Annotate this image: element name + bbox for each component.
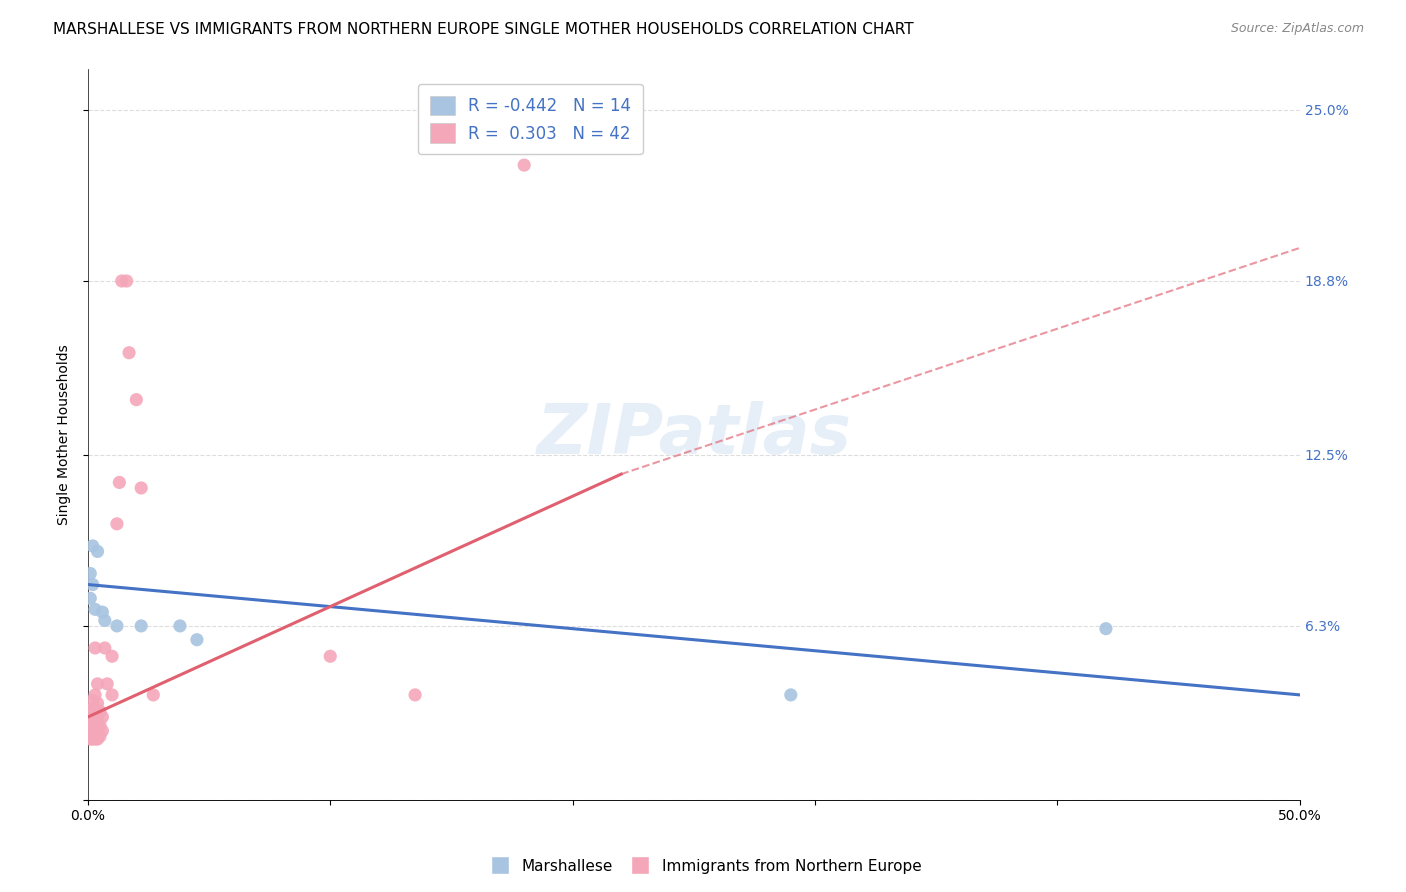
Point — [82, 715, 104, 730]
Point — [125, 392, 148, 407]
Point — [129, 619, 152, 633]
Point — [142, 688, 165, 702]
Point — [84, 688, 107, 702]
Point — [105, 516, 128, 531]
Point — [84, 723, 107, 738]
Text: Source: ZipAtlas.com: Source: ZipAtlas.com — [1230, 22, 1364, 36]
Point — [79, 723, 101, 738]
Point — [91, 710, 114, 724]
Point — [79, 566, 101, 581]
Point — [89, 729, 111, 743]
Point — [84, 715, 107, 730]
Text: MARSHALLESE VS IMMIGRANTS FROM NORTHERN EUROPE SINGLE MOTHER HOUSEHOLDS CORRELAT: MARSHALLESE VS IMMIGRANTS FROM NORTHERN … — [53, 22, 914, 37]
Point — [94, 614, 117, 628]
Point — [79, 591, 101, 606]
Point — [101, 649, 124, 664]
Point — [82, 723, 104, 738]
Legend: R = -0.442   N = 14, R =  0.303   N = 42: R = -0.442 N = 14, R = 0.303 N = 42 — [418, 84, 643, 154]
Point — [86, 544, 108, 558]
Point — [91, 605, 114, 619]
Point — [105, 619, 128, 633]
Point — [82, 732, 104, 747]
Point — [94, 640, 117, 655]
Point — [86, 723, 108, 738]
Point — [86, 710, 108, 724]
Point — [186, 632, 208, 647]
Point — [169, 619, 191, 633]
Point — [86, 732, 108, 747]
Point — [779, 688, 801, 702]
Point — [82, 702, 104, 716]
Point — [86, 677, 108, 691]
Point — [79, 710, 101, 724]
Point — [404, 688, 426, 702]
Point — [319, 649, 342, 664]
Point — [79, 715, 101, 730]
Point — [84, 702, 107, 716]
Point — [82, 539, 104, 553]
Point — [91, 723, 114, 738]
Point — [84, 732, 107, 747]
Point — [96, 677, 118, 691]
Point — [1095, 622, 1118, 636]
Point — [82, 710, 104, 724]
Point — [89, 705, 111, 719]
Point — [82, 577, 104, 591]
Point — [89, 718, 111, 732]
Point — [108, 475, 131, 490]
Y-axis label: Single Mother Households: Single Mother Households — [58, 343, 72, 524]
Point — [115, 274, 138, 288]
Point — [86, 696, 108, 710]
Point — [79, 732, 101, 747]
Point — [79, 705, 101, 719]
Point — [82, 693, 104, 707]
Point — [513, 158, 536, 172]
Legend: Marshallese, Immigrants from Northern Europe: Marshallese, Immigrants from Northern Eu… — [478, 853, 928, 880]
Text: ZIPatlas: ZIPatlas — [536, 401, 852, 467]
Point — [84, 640, 107, 655]
Point — [111, 274, 134, 288]
Point — [101, 688, 124, 702]
Point — [129, 481, 152, 495]
Point — [118, 345, 141, 359]
Point — [84, 602, 107, 616]
